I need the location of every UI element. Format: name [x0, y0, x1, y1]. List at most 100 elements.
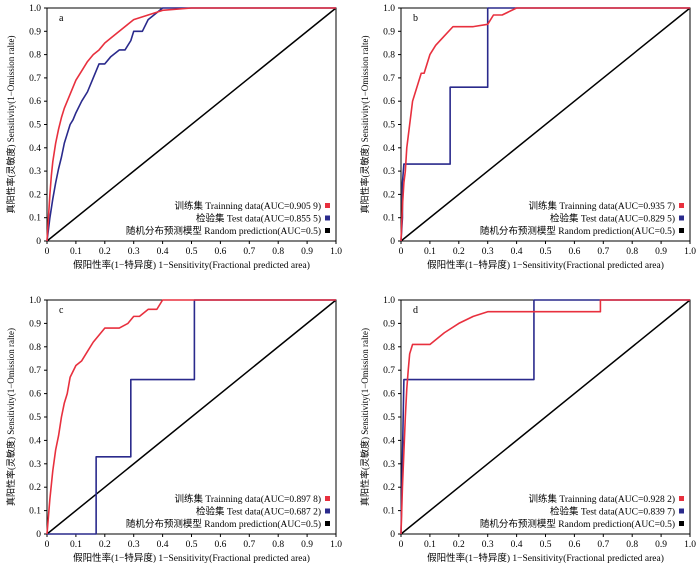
x-tick-label: 0.7	[597, 247, 609, 257]
y-tick-label: 0.5	[29, 121, 41, 131]
random-roc-curve	[46, 299, 337, 535]
x-tick-label: 0	[399, 540, 404, 550]
y-tick-label: 0.5	[383, 121, 395, 131]
x-tick-label: 0.4	[157, 247, 169, 257]
y-tick-label: 0.2	[29, 483, 41, 493]
y-tick-label: 0.9	[383, 27, 395, 37]
train-legend-label: 训练集 Trainning data(AUC=0.928 2)	[529, 493, 675, 505]
random-legend-swatch	[679, 521, 684, 526]
y-tick-label: 0.8	[383, 51, 395, 61]
x-tick-label: 0.5	[540, 540, 552, 550]
random-legend-swatch	[325, 521, 330, 526]
y-tick-label: 0.4	[29, 144, 41, 154]
x-tick-label: 0	[45, 540, 50, 550]
x-axis-title: 假阳性率(1−特异度) 1−Sensitivity(Fractional pre…	[427, 552, 664, 564]
random-legend-swatch	[679, 228, 684, 233]
y-tick-label: 0.6	[29, 97, 41, 107]
y-tick-label: 0	[390, 237, 395, 247]
train-roc-curve	[46, 299, 336, 535]
y-tick-label: 0.1	[383, 214, 395, 224]
y-tick-label: 1.0	[29, 4, 41, 14]
x-tick-label: 0.3	[482, 247, 494, 257]
x-tick-label: 0.9	[301, 540, 313, 550]
y-tick-label: 0.6	[383, 97, 395, 107]
y-tick-label: 0.7	[29, 366, 41, 376]
y-tick-label: 0.2	[383, 483, 395, 493]
y-tick-label: 0.3	[383, 460, 395, 470]
train-roc-curve	[400, 299, 690, 535]
y-tick-label: 0.1	[383, 507, 395, 517]
x-tick-label: 0.5	[540, 247, 552, 257]
train-roc-curve	[46, 7, 336, 242]
y-tick-label: 1.0	[383, 296, 395, 306]
y-tick-label: 0.9	[29, 27, 41, 37]
x-tick-label: 0.6	[214, 540, 226, 550]
y-tick-label: 0	[390, 530, 395, 540]
y-tick-label: 0.7	[383, 74, 395, 84]
y-tick-label: 0.4	[383, 436, 395, 446]
y-tick-label: 0.1	[29, 214, 41, 224]
test-legend-swatch	[325, 215, 330, 221]
x-tick-label: 0.1	[424, 540, 436, 550]
test-legend-swatch	[679, 508, 684, 514]
x-tick-label: 0.9	[655, 247, 667, 257]
x-axis-title: 假阳性率(1−特异度) 1−Sensitivity(Fractional pre…	[73, 552, 310, 564]
y-tick-label: 0.6	[29, 390, 41, 400]
roc-panel-c: 0 0.1 0.2 0.3 0.4 0.5 0.6 0.7 0.8 0.9 1.0 0 0.1 0.2 0.…	[5, 296, 342, 564]
train-legend-swatch	[325, 203, 330, 208]
test-legend-swatch	[325, 508, 330, 514]
y-tick-label: 0.5	[383, 413, 395, 423]
random-legend-label: 随机分布预测模型 Random prediction(AUC=0.5)	[126, 225, 321, 237]
x-tick-label: 0.3	[128, 540, 140, 550]
test-legend-label: 检验集 Test data(AUC=0.839 7)	[550, 506, 675, 518]
y-tick-label: 0.9	[383, 319, 395, 329]
y-axis-title: 真阳性率(灵敏度) Sensitivity(1−Omission ralte)	[5, 35, 16, 213]
roc-panel-b: 0 0.1 0.2 0.3 0.4 0.5 0.6 0.7 0.8 0.9 1.0 0 0.1 0.2 0.…	[359, 4, 696, 271]
train-legend-swatch	[325, 496, 330, 501]
x-tick-label: 0.3	[128, 247, 140, 257]
test-legend-swatch	[679, 215, 684, 221]
y-tick-label: 0.1	[29, 507, 41, 517]
x-tick-label: 0.2	[99, 247, 111, 257]
y-tick-label: 0.8	[29, 343, 41, 353]
x-tick-label: 0.1	[70, 247, 82, 257]
x-tick-label: 0.6	[568, 540, 580, 550]
x-axis-title: 假阳性率(1−特异度) 1−Sensitivity(Fractional pre…	[73, 259, 310, 271]
x-tick-label: 0.1	[70, 540, 82, 550]
x-tick-label: 1.0	[330, 247, 342, 257]
x-tick-label: 0.4	[511, 540, 523, 550]
random-legend-label: 随机分布预测模型 Random prediction(AUC=0.5)	[126, 518, 321, 530]
y-tick-label: 0.3	[29, 167, 41, 177]
y-tick-label: 0.7	[29, 74, 41, 84]
y-tick-label: 0.4	[29, 436, 41, 446]
y-tick-label: 0.9	[29, 319, 41, 329]
x-tick-label: 0	[45, 247, 50, 257]
x-tick-label: 1.0	[330, 540, 342, 550]
x-tick-label: 0.5	[186, 247, 198, 257]
roc-panel-a: 0 0.1 0.2 0.3 0.4 0.5 0.6 0.7 0.8 0.9 1.0 0 0.1 0.2 0.…	[5, 4, 342, 271]
panel-label: a	[59, 13, 64, 24]
x-tick-label: 0.1	[424, 247, 436, 257]
random-legend-label: 随机分布预测模型 Random prediction(AUC=0.5)	[480, 225, 675, 237]
x-tick-label: 0.6	[214, 247, 226, 257]
test-legend-label: 检验集 Test data(AUC=0.687 2)	[196, 506, 321, 518]
x-tick-label: 0.4	[511, 247, 523, 257]
x-tick-label: 0.2	[453, 540, 465, 550]
y-axis-title: 真阳性率(灵敏度) Sensitivity(1−Omission ralte)	[5, 328, 16, 506]
x-tick-label: 0.4	[157, 540, 169, 550]
y-tick-label: 0	[36, 530, 41, 540]
panel-label: b	[413, 13, 418, 24]
x-tick-label: 0.2	[99, 540, 111, 550]
panel-label: d	[413, 305, 418, 316]
random-roc-curve	[400, 7, 691, 242]
y-tick-label: 0.2	[29, 190, 41, 200]
x-tick-label: 0.7	[243, 247, 255, 257]
y-tick-label: 0.8	[29, 51, 41, 61]
x-axis-title: 假阳性率(1−特异度) 1−Sensitivity(Fractional pre…	[427, 259, 664, 271]
x-tick-label: 1.0	[684, 247, 696, 257]
y-tick-label: 0	[36, 237, 41, 247]
y-tick-label: 0.5	[29, 413, 41, 423]
y-tick-label: 0.4	[383, 144, 395, 154]
random-legend-label: 随机分布预测模型 Random prediction(AUC=0.5)	[480, 518, 675, 530]
y-tick-label: 0.3	[29, 460, 41, 470]
